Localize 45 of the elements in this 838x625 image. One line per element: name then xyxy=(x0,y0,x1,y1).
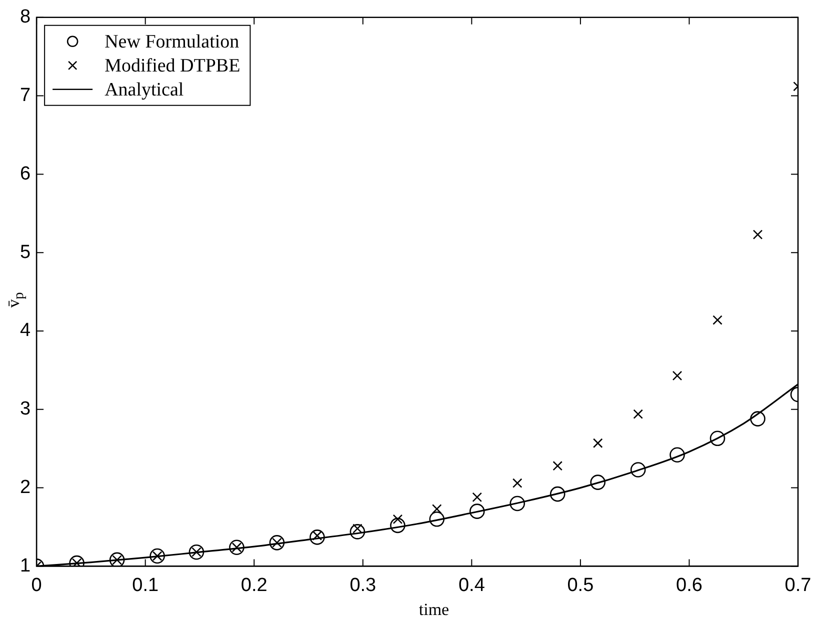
legend-label: New Formulation xyxy=(104,31,240,52)
x-tick-label: 0.3 xyxy=(350,574,376,596)
point xyxy=(429,512,445,527)
point xyxy=(269,535,285,550)
y-tick-label: 3 xyxy=(20,398,31,420)
point xyxy=(550,486,566,502)
point xyxy=(72,558,82,566)
y-tick-label: 4 xyxy=(20,320,31,342)
point xyxy=(432,504,442,514)
point xyxy=(390,518,406,534)
x-axis-title: time xyxy=(418,600,450,620)
point xyxy=(469,504,485,519)
x-tick-label: 0.4 xyxy=(458,574,486,596)
x-tick-label: 0.7 xyxy=(784,574,812,596)
point xyxy=(472,492,482,502)
point xyxy=(590,474,606,490)
x-tick-label: 0.2 xyxy=(240,574,268,596)
y-tick-label: 1 xyxy=(20,555,31,576)
point xyxy=(510,496,526,512)
x-tick-label: 0 xyxy=(31,574,42,596)
y-tick-label: 2 xyxy=(20,477,31,498)
point xyxy=(670,447,685,463)
point xyxy=(310,530,325,545)
point xyxy=(752,230,763,240)
point xyxy=(350,524,366,540)
x-tick-label: 0.1 xyxy=(132,574,159,596)
point xyxy=(229,540,244,556)
y-tick-label: 8 xyxy=(20,6,31,28)
y-tick-label: 6 xyxy=(20,163,31,184)
point xyxy=(630,462,646,478)
point xyxy=(552,460,562,471)
y-tick-label: 5 xyxy=(20,242,31,263)
x-tick-label: 0.6 xyxy=(676,574,702,596)
point xyxy=(710,430,726,446)
legend-label: Analytical xyxy=(104,79,184,100)
x-tick-label: 0.5 xyxy=(567,574,594,596)
point xyxy=(750,411,766,426)
legend-label: Modified DTPBE xyxy=(104,55,240,76)
point xyxy=(512,478,522,488)
point xyxy=(592,438,603,448)
y-tick-label: 7 xyxy=(20,85,31,106)
point xyxy=(633,409,643,419)
point xyxy=(392,514,403,524)
point xyxy=(672,370,682,381)
point xyxy=(712,315,722,325)
